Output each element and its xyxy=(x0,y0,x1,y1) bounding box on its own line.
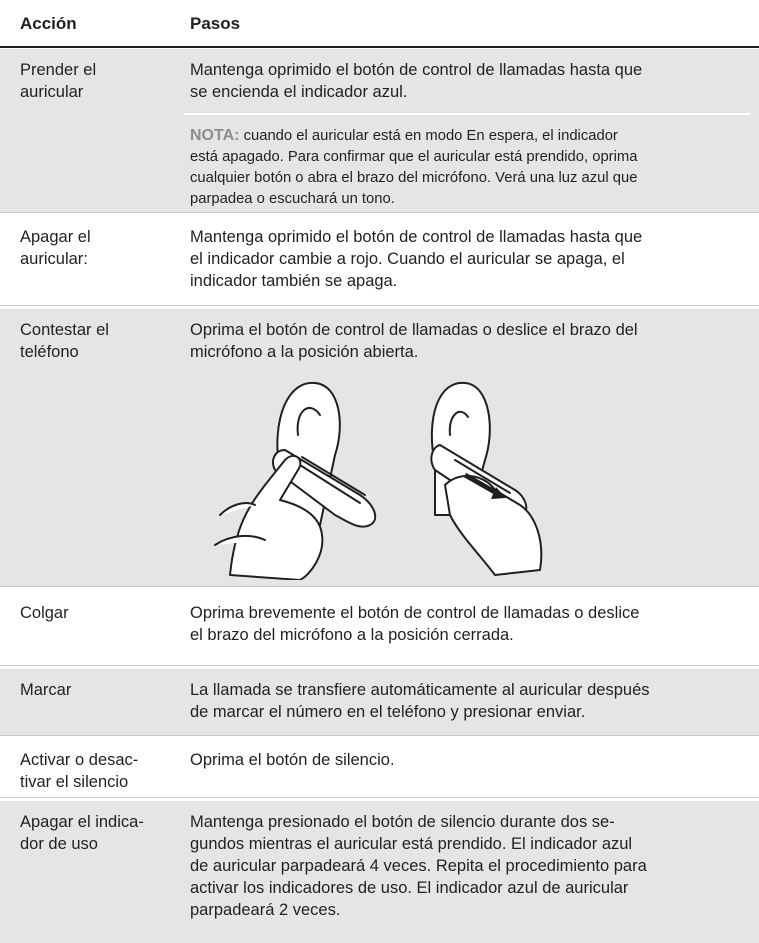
step-text: indicador también se apaga. xyxy=(190,272,398,290)
note-text: parpadea o escuchará un tono. xyxy=(190,191,395,207)
action-text: Activar o desac- xyxy=(20,751,139,769)
action-text: Apagar el xyxy=(20,228,91,246)
note: NOTA: cuando el auricular está en modo E… xyxy=(184,113,750,210)
action-text: Colgar xyxy=(20,604,69,622)
table-header: Acción Pasos xyxy=(0,0,759,48)
step-text: el brazo del micrófono a la posición cer… xyxy=(190,626,514,644)
action-text: Marcar xyxy=(20,681,72,699)
note-text: cuando el auricular está en modo En espe… xyxy=(243,128,618,144)
step-text: de auricular parpadeará 4 veces. Repita … xyxy=(190,857,647,875)
row: Apagar el indica-dor de uso Mantenga pre… xyxy=(0,801,759,943)
action-text: Apagar el indica- xyxy=(20,813,144,831)
action-text: teléfono xyxy=(20,343,79,361)
action-text: auricular: xyxy=(20,250,88,268)
header-action: Acción xyxy=(20,14,77,33)
step-text: se encienda el indicador azul. xyxy=(190,83,408,101)
row: Colgar Oprima brevemente el botón de con… xyxy=(0,590,759,666)
action-text: auricular xyxy=(20,83,84,101)
note-text: está apagado. Para confirmar que el auri… xyxy=(190,149,638,165)
header-steps: Pasos xyxy=(190,14,241,33)
note-text: cualquier botón o abra el brazo del micr… xyxy=(190,170,638,186)
step-text: parpadeará 2 veces. xyxy=(190,901,341,919)
step-text: La llamada se transfiere automáticamente… xyxy=(190,681,650,699)
row: Apagar el auricular: Mantenga oprimido el… xyxy=(0,216,759,306)
step-text: Oprima el botón de silencio. xyxy=(190,751,395,769)
step-text: micrófono a la posición abierta. xyxy=(190,343,419,361)
step-text: el indicador cambie a rojo. Cuando el au… xyxy=(190,250,625,268)
row: Prender el auricular Mantenga oprimido el… xyxy=(0,49,759,213)
illustration xyxy=(214,381,543,580)
action-text: dor de uso xyxy=(20,835,98,853)
row: Marcar La llamada se transfiere automáti… xyxy=(0,669,759,736)
row: Contestar el teléfono Oprima el botón de … xyxy=(0,309,759,587)
action-text: Contestar el xyxy=(20,321,109,339)
step-text: Mantenga presionado el botón de silencio… xyxy=(190,813,615,831)
step-text: Oprima brevemente el botón de control de… xyxy=(190,604,640,622)
action-text: Prender el xyxy=(20,61,97,79)
action-text: tivar el silencio xyxy=(20,773,129,791)
step-text: de marcar el número en el teléfono y pre… xyxy=(190,703,586,721)
step-text: Mantenga oprimido el botón de control de… xyxy=(190,228,643,246)
step-text: activar los indicadores de uso. El indic… xyxy=(190,879,629,897)
note-label: NOTA: xyxy=(190,127,240,144)
step-text: gundos mientras el auricular está prendi… xyxy=(190,835,633,853)
step-text: Mantenga oprimido el botón de control de… xyxy=(190,61,643,79)
row: Activar o desac-tivar el silencio Oprima… xyxy=(0,739,759,798)
step-text: Oprima el botón de control de llamadas o… xyxy=(190,321,638,339)
